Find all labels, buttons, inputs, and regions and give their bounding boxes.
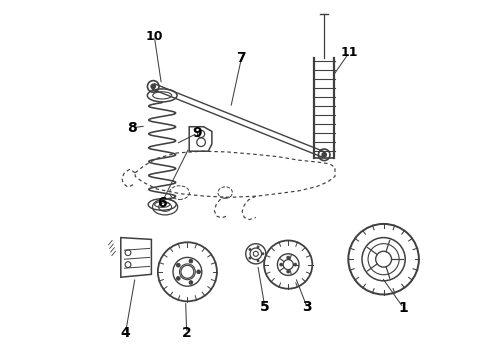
Circle shape [189,281,193,284]
Circle shape [151,84,155,89]
Circle shape [189,259,193,263]
Circle shape [287,256,290,259]
Circle shape [197,270,200,274]
Circle shape [287,270,290,273]
Text: 9: 9 [193,126,202,140]
Circle shape [176,264,180,267]
Text: 7: 7 [237,51,246,65]
Circle shape [262,253,264,255]
Text: 3: 3 [302,300,312,314]
Text: 6: 6 [157,197,166,210]
Text: 8: 8 [127,121,137,135]
Circle shape [280,263,283,266]
Text: 10: 10 [146,30,163,42]
Circle shape [257,246,259,248]
Text: 1: 1 [398,301,408,315]
Text: 2: 2 [182,326,192,340]
Circle shape [294,263,296,266]
Circle shape [322,153,326,157]
Text: 4: 4 [121,326,130,340]
Circle shape [249,248,251,251]
Circle shape [257,260,259,262]
Circle shape [176,276,180,280]
Text: 5: 5 [260,300,270,314]
Text: 11: 11 [341,46,358,59]
Circle shape [249,257,251,259]
